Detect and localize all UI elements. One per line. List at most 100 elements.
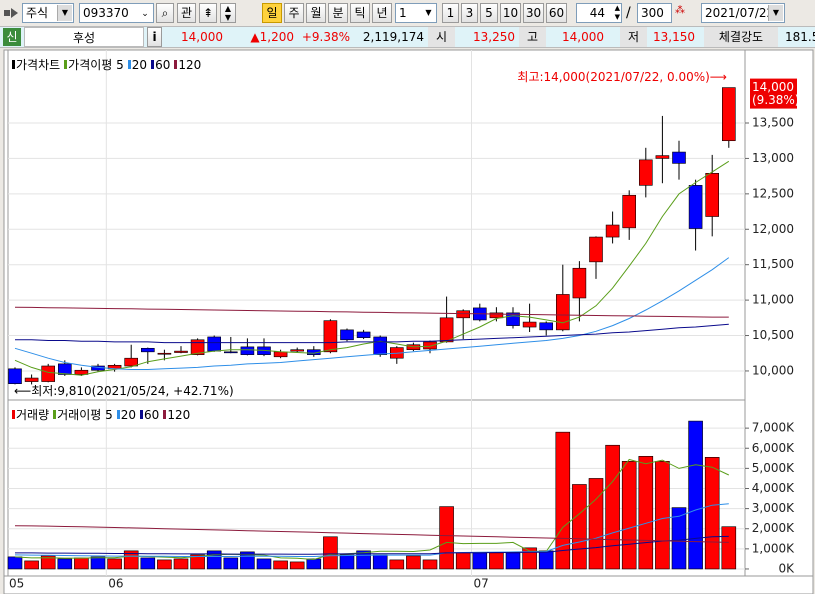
open-label: 시 — [428, 27, 455, 47]
candle-body — [141, 347, 155, 353]
candle-body — [522, 321, 537, 328]
volume-bar — [704, 457, 720, 570]
total: 300 — [641, 6, 664, 20]
code-input[interactable]: 093370 ⌄ — [79, 3, 154, 23]
volume-bar — [289, 561, 305, 570]
legend-swatch — [163, 409, 167, 419]
candle-body — [373, 336, 388, 355]
legend-item[interactable]: 거래량 — [12, 406, 49, 423]
candle-body — [589, 236, 603, 263]
y-tick-label: 12,000 — [752, 222, 794, 236]
candle-body — [555, 294, 570, 331]
y-tick-label: 1,000K — [752, 541, 795, 555]
candle-body — [605, 224, 620, 238]
candle-body — [207, 336, 221, 352]
period-button[interactable]: 주 — [284, 3, 304, 23]
total-input[interactable]: 300 — [637, 3, 672, 23]
separator: / — [626, 5, 631, 21]
interval-button[interactable]: 10 — [500, 3, 521, 23]
interval-button[interactable]: 3 — [461, 3, 478, 23]
volume-bar — [40, 555, 56, 570]
volume-bar — [57, 558, 73, 570]
x-tick-label: 05 — [9, 577, 24, 591]
legend-item[interactable]: 20 — [127, 58, 147, 72]
volume-bar — [721, 526, 737, 570]
interval-button[interactable]: 60 — [546, 3, 567, 23]
candle-body — [622, 194, 637, 229]
candle-body — [41, 365, 56, 382]
candle-body — [539, 322, 554, 331]
ma-line — [14, 525, 729, 543]
volume-bar — [7, 556, 23, 570]
candle-body — [174, 350, 188, 353]
period-button[interactable]: 일 — [262, 3, 282, 23]
open: 13,250 — [473, 30, 515, 44]
y-tick-label: 6,000K — [752, 441, 795, 455]
candle-body — [340, 329, 354, 341]
period-button[interactable]: 분 — [328, 3, 348, 23]
volume-bar — [140, 557, 156, 570]
interval-button[interactable]: 5 — [480, 3, 498, 23]
watch-button[interactable]: 관 — [177, 3, 196, 23]
link-button[interactable]: ⇞ — [199, 3, 217, 23]
price-tag-label: 14,000 — [752, 80, 794, 94]
volume-bar — [505, 552, 521, 570]
badge: 신 — [3, 28, 21, 46]
legend-label: 60 — [155, 57, 171, 72]
ma-line — [14, 306, 729, 318]
strength: 181.5 — [785, 30, 815, 44]
y-tick-label: 7,000K — [752, 421, 795, 435]
legend-swatch — [53, 410, 57, 419]
spin-button[interactable]: ▲ ▼ — [220, 3, 236, 23]
period-button[interactable]: 월 — [306, 3, 326, 23]
volume-bar — [489, 552, 504, 570]
period-button[interactable]: 틱 — [350, 3, 370, 23]
interval-button[interactable]: 30 — [523, 3, 544, 23]
price-tag — [750, 78, 797, 109]
volume-bar — [572, 484, 587, 570]
interval-button[interactable]: 1 — [442, 3, 459, 23]
candle-body — [157, 352, 172, 355]
unit-select[interactable]: 1 ▼ — [395, 3, 437, 23]
volume-bar — [157, 559, 172, 570]
y-tick-label: 12,500 — [752, 186, 794, 200]
volume-bar — [638, 455, 654, 570]
candle-body — [57, 363, 72, 375]
legend-item[interactable]: 가격차트 — [12, 56, 60, 73]
settings-icon[interactable]: ⁂ — [675, 5, 685, 16]
menu-icon[interactable] — [3, 6, 19, 20]
volume-bar — [223, 557, 239, 570]
legend-item[interactable]: 60 — [140, 408, 159, 422]
period-button[interactable]: 년 — [372, 3, 392, 23]
market-select[interactable]: 주식 ▼ — [22, 3, 74, 23]
y-tick-label: 2,000K — [752, 521, 795, 535]
volume-bar — [256, 558, 272, 570]
market: 주식 — [26, 6, 49, 20]
volume-bar — [406, 555, 421, 570]
info-button[interactable]: i — [147, 27, 162, 47]
candle-body — [24, 377, 39, 382]
legend-item[interactable]: 60 — [151, 58, 170, 72]
volume-bar — [472, 552, 488, 570]
legend-label: 가격이평 5 — [68, 58, 124, 72]
legend-item[interactable]: 가격이평 5 — [64, 56, 124, 73]
search-button[interactable]: ⌕ — [156, 3, 174, 23]
legend-item[interactable]: 120 — [163, 408, 190, 422]
count-input[interactable]: 44 ▲ ▼ — [576, 3, 622, 23]
legend-label: 거래이평 5 — [57, 408, 113, 422]
volume: 2,119,174 — [362, 30, 424, 44]
date-select[interactable]: 2021/07/22 ▼ — [701, 3, 785, 23]
volume-bar — [655, 461, 670, 570]
legend-item[interactable]: 120 — [174, 58, 201, 72]
volume-bar — [24, 560, 39, 570]
date: 2021/07/22 — [705, 6, 775, 20]
volume-bar — [323, 536, 338, 570]
legend-item[interactable]: 거래이평 5 — [53, 406, 113, 423]
legend-item[interactable]: 20 — [116, 408, 136, 422]
candle-body — [672, 151, 686, 164]
strength-label: 체결강도 — [704, 27, 778, 47]
price-legend: 가격차트 가격이평 5 20 60 120 — [12, 56, 201, 73]
legend-swatch — [12, 60, 15, 69]
